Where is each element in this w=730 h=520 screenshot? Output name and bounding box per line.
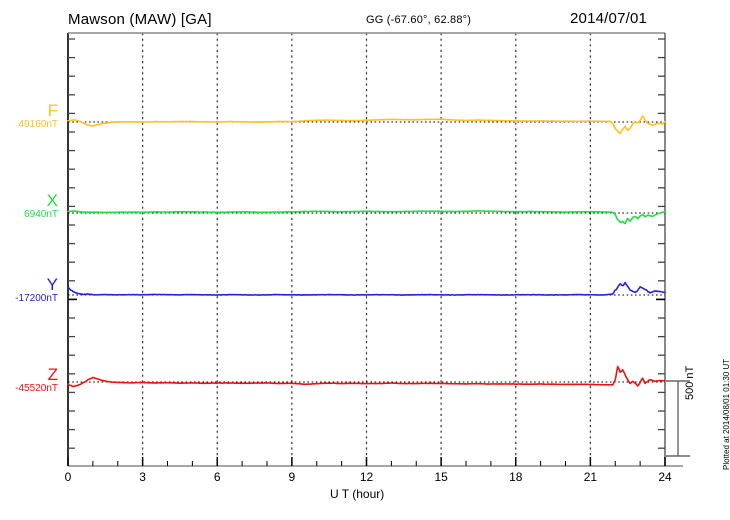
plotted-timestamp: Plotted at 2014/08/01 01:30 UT — [722, 358, 730, 470]
y-axis-ticks — [68, 38, 665, 449]
series-label-z: Z -45520nT — [15, 366, 58, 394]
data-traces — [67, 115, 666, 388]
series-symbol-f: F — [47, 101, 58, 120]
observation-date: 2014/07/01 — [570, 10, 648, 27]
x-tick-label-0: 0 — [64, 470, 72, 484]
series-baseline-z: -45520nT — [15, 382, 58, 394]
x-tick-label-21: 21 — [583, 470, 598, 484]
series-label-y: Y -17200nT — [15, 276, 58, 304]
scale-bar — [666, 380, 690, 457]
scale-bar-label: 500 nT — [684, 365, 696, 400]
x-axis-ticks — [67, 457, 666, 466]
gridlines — [142, 33, 591, 466]
x-tick-label-6: 6 — [213, 470, 221, 484]
page-title: Mawson (MAW) [GA] — [68, 11, 212, 28]
x-tick-label-12: 12 — [359, 470, 374, 484]
series-label-x: X 6940nT — [24, 192, 58, 220]
series-baseline-x: 6940nT — [24, 208, 58, 220]
plot-frame — [67, 32, 683, 467]
series-baseline-y: -17200nT — [15, 292, 58, 304]
series-baseline-f: 49160nT — [18, 118, 58, 130]
series-symbol-z: Z — [47, 365, 58, 384]
series-symbol-x: X — [46, 191, 58, 210]
x-tick-label-24: 24 — [658, 470, 672, 484]
x-tick-label-18: 18 — [509, 470, 523, 484]
x-tick-label-9: 9 — [288, 470, 296, 484]
x-tick-label-3: 3 — [139, 470, 146, 484]
series-symbol-y: Y — [46, 275, 58, 294]
geographic-coordinates: GG (-67.60°, 62.88°) — [366, 14, 472, 26]
series-label-f: F 49160nT — [19, 102, 58, 130]
x-tick-label-15: 15 — [434, 470, 448, 484]
x-axis-label: U T (hour) — [330, 487, 385, 501]
